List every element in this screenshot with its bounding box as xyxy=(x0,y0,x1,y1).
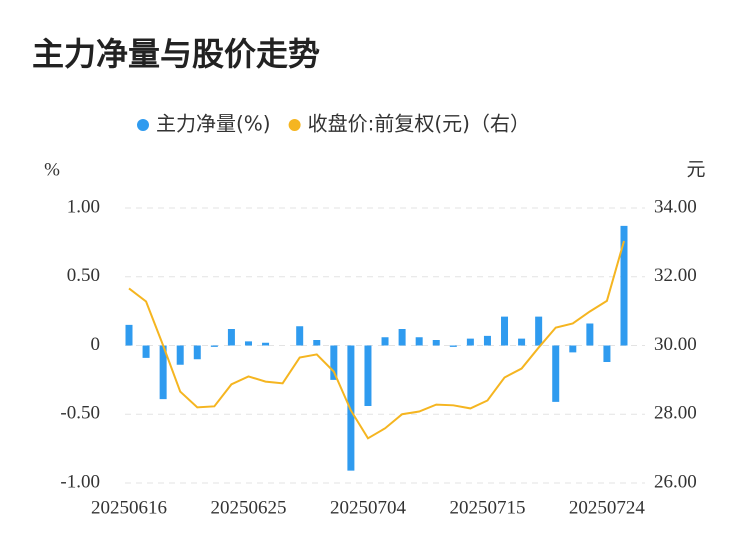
y2-tick-label: 34.00 xyxy=(654,196,697,217)
bar xyxy=(603,345,611,362)
legend-marker xyxy=(288,119,301,131)
y2-tick-label: 30.00 xyxy=(654,334,697,355)
bar xyxy=(552,345,560,402)
bar xyxy=(193,345,201,360)
bar xyxy=(398,329,406,346)
bar xyxy=(330,345,338,380)
y2-tick-label: 28.00 xyxy=(654,403,697,424)
bar xyxy=(586,323,594,346)
price-line xyxy=(128,240,625,440)
bar xyxy=(415,337,423,346)
bar xyxy=(159,345,167,400)
legend-marker xyxy=(137,119,149,131)
x-tick-label: 20250616 xyxy=(91,497,167,518)
legend-label: 收盘价:前复权(元)（右） xyxy=(308,112,530,136)
chart-title: 主力净量与股价走势 xyxy=(32,35,320,73)
bar xyxy=(535,316,543,346)
bar xyxy=(227,329,235,346)
bar xyxy=(501,316,509,346)
bar xyxy=(313,340,321,346)
bar xyxy=(620,225,628,346)
bar xyxy=(244,341,252,346)
bar xyxy=(142,345,150,358)
bar xyxy=(296,326,304,346)
x-tick-label: 20250715 xyxy=(449,497,525,518)
bar xyxy=(262,342,270,346)
bar xyxy=(483,335,491,346)
x-tick-label: 20250724 xyxy=(569,497,646,518)
y-tick-label: -0.50 xyxy=(60,403,100,424)
bar xyxy=(432,340,440,346)
y2-tick-label: 32.00 xyxy=(654,265,697,286)
y-tick-label: 0.50 xyxy=(67,265,100,286)
y-axis-label: % xyxy=(44,159,60,180)
bar xyxy=(466,338,474,346)
x-tick-label: 20250704 xyxy=(330,497,407,518)
y2-axis-label: 元 xyxy=(686,159,705,180)
bar xyxy=(210,345,218,347)
y-tick-label: 1.00 xyxy=(67,196,100,217)
bar xyxy=(381,337,389,346)
y-tick-label: -1.00 xyxy=(60,471,100,492)
bar xyxy=(176,345,184,365)
y-tick-label: 0 xyxy=(91,334,101,355)
bar xyxy=(518,338,526,346)
x-tick-label: 20250625 xyxy=(210,497,286,518)
bar xyxy=(449,345,457,347)
bar xyxy=(364,345,372,406)
legend-label: 主力净量(%) xyxy=(156,112,271,136)
bar xyxy=(125,324,133,346)
bar xyxy=(569,345,577,353)
y2-tick-label: 26.00 xyxy=(654,471,697,492)
